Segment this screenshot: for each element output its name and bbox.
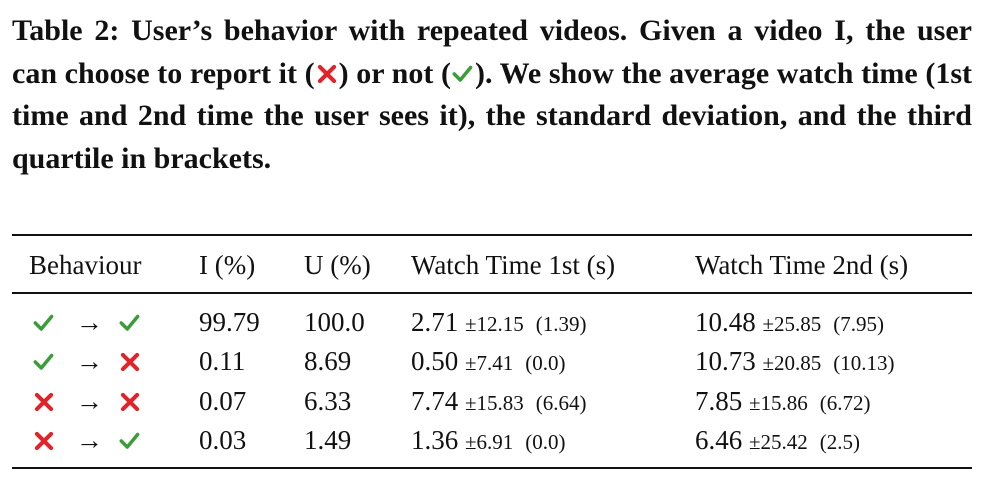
cell: 0.11 bbox=[199, 346, 246, 376]
cell: 1.36 ±6.91 (0.0) bbox=[411, 422, 566, 460]
std: ±20.85 bbox=[762, 351, 822, 375]
cell: 100.0 bbox=[304, 307, 365, 337]
cross-icon bbox=[315, 62, 339, 86]
mean: 10.48 bbox=[695, 307, 756, 337]
std: ±6.91 bbox=[465, 430, 514, 454]
q3: (2.5) bbox=[819, 430, 861, 454]
header-cell: Watch Time 1st (s) bbox=[411, 250, 616, 280]
mean: 2.71 bbox=[411, 307, 459, 337]
table-row: → 99.79 100.0 2.71 ±12.15 (1.39) 10.48 ±2… bbox=[0, 304, 1000, 340]
q3: (0.0) bbox=[525, 351, 566, 375]
check-icon bbox=[33, 314, 54, 331]
caption: Table 2: User’s behavior with repeated v… bbox=[12, 10, 972, 180]
cell: 10.73 ±20.85 (10.13) bbox=[695, 343, 895, 381]
top-rule bbox=[12, 234, 972, 236]
cell: 0.07 bbox=[199, 386, 247, 416]
std: ±25.42 bbox=[749, 430, 808, 454]
cell: 2.71 ±12.15 (1.39) bbox=[411, 304, 587, 342]
check-icon bbox=[33, 353, 54, 370]
std: ±12.15 bbox=[465, 312, 524, 336]
header-row: Behaviour I (%) U (%) Watch Time 1st (s)… bbox=[0, 247, 1000, 283]
arrow: → bbox=[76, 307, 103, 337]
table-row: → 0.11 8.69 0.50 ±7.41 (0.0) 10.73 ±20.85… bbox=[0, 343, 1000, 379]
std: ±7.41 bbox=[465, 351, 514, 375]
cell: 0.50 ±7.41 (0.0) bbox=[411, 343, 566, 381]
caption-text: Table 2: User’s behavior with repeated v… bbox=[12, 14, 972, 90]
check-icon bbox=[119, 314, 140, 331]
cell: 7.85 ±15.86 (6.72) bbox=[695, 383, 871, 421]
q3: (6.72) bbox=[819, 391, 871, 415]
q3: (0.0) bbox=[525, 430, 566, 454]
std: ±15.83 bbox=[465, 391, 524, 415]
mean: 7.74 bbox=[411, 386, 459, 416]
cell: 0.03 bbox=[199, 425, 247, 455]
header-cell: U (%) bbox=[304, 250, 371, 280]
mean: 10.73 bbox=[695, 346, 756, 376]
cross-icon bbox=[32, 390, 56, 414]
q3: (6.64) bbox=[535, 391, 587, 415]
mid-rule bbox=[12, 292, 972, 294]
cross-icon bbox=[32, 429, 56, 453]
check-icon bbox=[119, 432, 140, 449]
cross-icon bbox=[118, 350, 142, 374]
std: ±25.85 bbox=[762, 312, 822, 336]
cell: 10.48 ±25.85 (7.95) bbox=[695, 304, 884, 342]
table-row: → 0.07 6.33 7.74 ±15.83 (6.64) 7.85 ±15.8… bbox=[0, 383, 1000, 419]
cell: 99.79 bbox=[199, 307, 260, 337]
q3: (1.39) bbox=[535, 312, 587, 336]
mean: 7.85 bbox=[695, 386, 743, 416]
header-cell: I (%) bbox=[199, 250, 256, 280]
cell: 6.46 ±25.42 (2.5) bbox=[695, 422, 860, 460]
caption-text: ) or not ( bbox=[338, 56, 451, 90]
header-cell: Watch Time 2nd (s) bbox=[695, 250, 909, 280]
q3: (10.13) bbox=[833, 351, 895, 375]
table-row: → 0.03 1.49 1.36 ±6.91 (0.0) 6.46 ±25.42 (… bbox=[0, 422, 1000, 458]
mean: 1.36 bbox=[411, 425, 459, 455]
cell: 6.33 bbox=[304, 386, 352, 416]
cell: 8.69 bbox=[304, 346, 352, 376]
arrow: → bbox=[76, 386, 103, 416]
header-cell: Behaviour bbox=[29, 250, 142, 280]
std: ±15.86 bbox=[749, 391, 808, 415]
arrow: → bbox=[76, 346, 103, 376]
q3: (7.95) bbox=[833, 312, 885, 336]
mean: 6.46 bbox=[695, 425, 743, 455]
bottom-rule bbox=[12, 467, 972, 469]
cell: 1.49 bbox=[304, 425, 352, 455]
cross-icon bbox=[118, 390, 142, 414]
caption-text: ). We show the average watch time (1st t… bbox=[12, 56, 973, 175]
check-icon bbox=[451, 62, 475, 86]
arrow: → bbox=[76, 425, 103, 455]
mean: 0.50 bbox=[411, 346, 459, 376]
cell: 7.74 ±15.83 (6.64) bbox=[411, 383, 587, 421]
